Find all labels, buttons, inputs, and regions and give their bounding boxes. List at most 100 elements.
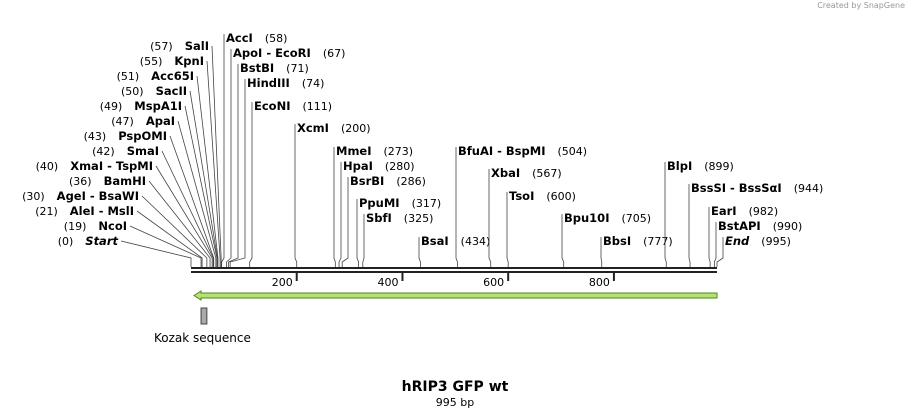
site-position: (21) (35, 205, 58, 218)
site-line (600, 237, 603, 267)
orf-arrow (193, 290, 718, 301)
ruler-label: 400 (377, 276, 398, 289)
site-label: EarI (982) (711, 204, 778, 218)
site-label: (0) Start (58, 234, 119, 248)
site-line (206, 60, 221, 267)
site-position: (42) (92, 145, 115, 158)
site-name: TsoI (509, 189, 534, 203)
site-line (155, 165, 213, 267)
site-line (229, 79, 246, 267)
site-position: (982) (749, 205, 779, 218)
site-position: (567) (532, 167, 562, 180)
site-label: (55) KpnI (140, 54, 204, 68)
backbone-top (191, 267, 717, 269)
length: 995 bp (436, 396, 474, 409)
site-position: (899) (704, 160, 734, 173)
site-name: MspA1I (134, 99, 182, 113)
site-position: (67) (323, 47, 346, 60)
site-position: (273) (384, 145, 414, 158)
site-line (184, 105, 218, 267)
site-position: (777) (643, 235, 673, 248)
site-position: (317) (412, 197, 442, 210)
credit: Created by SnapGene (817, 1, 905, 10)
site-line (418, 237, 421, 267)
site-position: (36) (69, 175, 92, 188)
site-position: (0) (58, 235, 74, 248)
site-label: XbaI (567) (491, 166, 562, 180)
site-name: EarI (711, 204, 737, 218)
site-position: (58) (265, 32, 288, 45)
site-label: HindIII (74) (247, 76, 324, 90)
site-position: (49) (100, 100, 123, 113)
site-position: (111) (302, 100, 332, 113)
site-line (362, 214, 365, 267)
ruler-label: 600 (483, 276, 504, 289)
site-name: SacII (156, 84, 187, 98)
site-name: ApaI (146, 114, 175, 128)
site-line (708, 207, 711, 267)
site-name: Bpu10I (564, 211, 609, 225)
site-label: End (995) (725, 234, 791, 248)
site-name: ApoI - EcoRI (233, 46, 311, 60)
site-position: (286) (396, 175, 426, 188)
site-name: SmaI (127, 144, 159, 158)
site-label: HpaI (280) (343, 159, 415, 173)
site-label: ApoI - EcoRI (67) (233, 46, 345, 60)
site-label: (57) SalI (150, 39, 209, 53)
site-label: (19) NcoI (64, 219, 127, 233)
feature-label: Kozak sequence (154, 331, 251, 345)
site-name: BsrBI (350, 174, 384, 188)
site-name: MmeI (336, 144, 372, 158)
site-position: (705) (621, 212, 651, 225)
site-line (488, 169, 492, 267)
site-label: BbsI (777) (603, 234, 673, 248)
site-name: NcoI (98, 219, 127, 233)
site-name: XmaI - TspMI (70, 159, 153, 173)
site-name: BstBI (240, 61, 274, 75)
site-label: (43) PspOMI (84, 129, 167, 143)
site-label: (49) MspA1I (100, 99, 182, 113)
site-position: (50) (121, 85, 144, 98)
site-label: SbfI (325) (366, 211, 433, 225)
site-name: BfuAI - BspMI (458, 144, 545, 158)
site-name: XcmI (297, 121, 329, 135)
site-line (713, 222, 717, 267)
site-name: SbfI (366, 211, 392, 225)
site-label: BstAPI (990) (718, 219, 802, 233)
site-name: BsaI (421, 234, 449, 248)
kozak-box (200, 307, 208, 325)
site-label: (42) SmaI (92, 144, 159, 158)
site-name: BstAPI (718, 219, 761, 233)
site-line (455, 147, 458, 267)
site-position: (995) (761, 235, 791, 248)
title: hRIP3 GFP wt (402, 379, 509, 395)
site-name: BamHI (104, 174, 146, 188)
site-line (148, 180, 211, 267)
site-label: (51) Acc65I (117, 69, 194, 83)
site-line (688, 184, 691, 267)
site-position: (55) (140, 55, 163, 68)
site-line (228, 64, 239, 267)
ruler-label: 200 (272, 276, 293, 289)
site-line (356, 199, 359, 267)
site-line (561, 214, 565, 267)
site-line (341, 177, 349, 267)
site-label: BfuAI - BspMI (504) (458, 144, 587, 158)
site-name: BlpI (667, 159, 692, 173)
site-line (221, 34, 225, 267)
site-name: BssSI - BssSαI (691, 181, 782, 195)
site-name: EcoNI (254, 99, 290, 113)
site-name: HindIII (247, 76, 290, 90)
site-line (664, 162, 667, 267)
site-label: EcoNI (111) (254, 99, 332, 113)
site-position: (600) (546, 190, 576, 203)
site-label: Bpu10I (705) (564, 211, 651, 225)
site-position: (504) (557, 145, 587, 158)
site-position: (51) (117, 70, 140, 83)
ruler-label: 800 (589, 276, 610, 289)
site-name: SalI (185, 39, 209, 53)
site-label: BlpI (899) (667, 159, 734, 173)
site-label: MmeI (273) (336, 144, 413, 158)
site-line (120, 240, 192, 267)
